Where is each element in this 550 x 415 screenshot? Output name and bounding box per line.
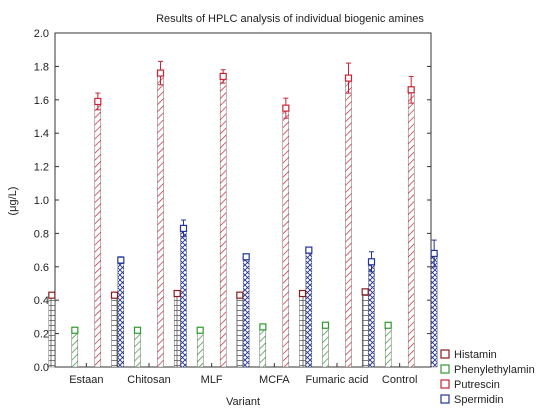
point-marker [321,321,330,329]
bar-histamin [111,294,118,368]
bar-putrescin [94,101,102,368]
legend-swatch [440,349,450,359]
point-marker [236,291,244,299]
point-marker [298,289,307,298]
bar-phenylethylamin [259,326,267,368]
point-marker [384,321,392,329]
bar-spermidin [305,249,313,368]
y-tick-label: 1.6 [34,95,49,107]
y-tick-label: 2.0 [34,28,49,40]
bar-spermidin [180,228,187,368]
bar-spermidin [117,259,125,368]
x-tick-label: MLF [201,374,223,386]
y-tick-label: 1.4 [34,128,49,140]
bar-spermidin [368,261,375,368]
bars [48,60,438,368]
point-marker [305,246,313,254]
point-marker [117,256,125,264]
point-marker [179,224,188,232]
point-marker [94,97,102,106]
point-marker [110,291,119,299]
y-tick-label: 0.6 [34,262,49,274]
y-axis-ticks: 0.0 0.2 0.4 0.6 0.8 1.0 1.2 1.4 1.6 1.8 2.0 [34,28,431,374]
bar-spermidin [430,253,438,368]
y-axis-title: (μg/L) [7,187,19,216]
legend-swatch [440,364,450,374]
bar-phenylethylamin [71,330,79,368]
point-marker [430,249,438,258]
bar-histamin [361,291,369,368]
legend-swatch [440,379,450,389]
bar-putrescin [219,76,227,368]
x-tick-label: MCFA [259,374,290,386]
point-marker [173,289,181,298]
bar-putrescin [157,72,164,368]
point-marker [282,104,290,112]
x-tick-label: Chitosan [127,374,170,386]
x-tick-label: Estaan [69,374,103,386]
legend-label: Phenylethylamin [454,364,535,376]
y-tick-label: 1.2 [34,162,49,174]
legend: Histamin Phenylethylamin Putrescin Spermidi… [440,349,535,406]
point-marker [133,326,142,334]
y-tick-label: 0.8 [34,228,49,240]
bar-putrescin [407,89,415,368]
point-marker [219,72,227,81]
bar-spermidin [242,256,250,368]
point-marker [259,323,267,331]
bar-histamin [299,293,306,368]
bar-phenylethylamin [384,325,392,368]
bar-histamin [173,293,181,368]
bar-phenylethylamin [134,330,141,368]
point-marker [407,86,415,94]
bar-putrescin [345,77,352,368]
y-tick-label: 0.4 [34,295,49,307]
point-marker [156,69,165,77]
x-axis-title: Variant [226,396,260,408]
y-tick-label: 1.8 [34,61,49,73]
point-marker [344,74,353,82]
point-marker [196,326,204,334]
legend-label: Histamin [454,349,497,361]
x-axis-ticks: Estaan Chitosan MLF MCFA Fumaric acid Control [69,363,417,386]
legend-swatch [440,394,450,404]
x-tick-label: Control [382,374,417,386]
point-marker [242,253,250,261]
chart-title: Results of HPLC analysis of individual b… [156,13,424,25]
bar-histamin [48,294,56,368]
legend-label: Putrescin [454,379,500,391]
y-tick-label: 1.0 [34,195,49,207]
x-tick-label: Fumaric acid [306,374,369,386]
point-marker [367,258,376,266]
bar-phenylethylamin [322,325,329,368]
y-tick-label: 0.2 [34,329,49,341]
bar-histamin [236,294,244,368]
point-marker [48,291,56,299]
bar-phenylethylamin [196,330,204,368]
y-tick-label: 0.0 [34,362,49,374]
point-marker [361,288,369,296]
bar-putrescin [282,107,290,368]
legend-label: Spermidin [454,394,504,406]
point-marker [71,326,79,334]
